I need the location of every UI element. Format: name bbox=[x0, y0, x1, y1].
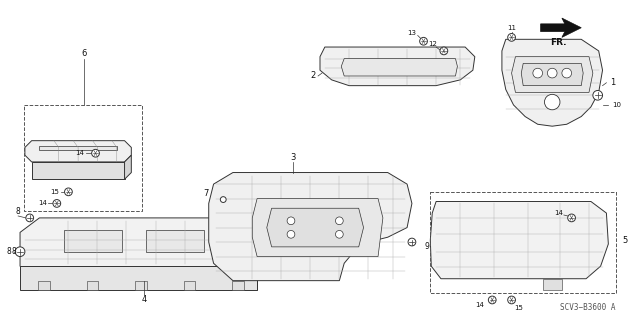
Circle shape bbox=[562, 68, 572, 78]
Polygon shape bbox=[232, 281, 244, 290]
Circle shape bbox=[508, 296, 515, 304]
Text: 14: 14 bbox=[76, 150, 84, 156]
Text: 1: 1 bbox=[611, 78, 616, 87]
Polygon shape bbox=[135, 281, 147, 290]
Polygon shape bbox=[252, 199, 383, 256]
Polygon shape bbox=[184, 281, 195, 290]
Circle shape bbox=[420, 37, 428, 45]
Circle shape bbox=[545, 94, 560, 110]
Circle shape bbox=[593, 91, 602, 100]
Circle shape bbox=[488, 296, 496, 304]
Circle shape bbox=[440, 47, 448, 55]
Text: 14: 14 bbox=[554, 210, 563, 216]
Polygon shape bbox=[209, 173, 412, 281]
Text: FR.: FR. bbox=[550, 38, 566, 47]
Polygon shape bbox=[146, 230, 204, 252]
Circle shape bbox=[568, 214, 575, 222]
Text: 15: 15 bbox=[514, 305, 523, 311]
Text: 8: 8 bbox=[16, 207, 20, 216]
Polygon shape bbox=[63, 230, 122, 252]
Polygon shape bbox=[521, 63, 583, 85]
Text: 13: 13 bbox=[408, 30, 417, 35]
Text: 14: 14 bbox=[476, 302, 484, 308]
Polygon shape bbox=[430, 202, 609, 279]
Polygon shape bbox=[31, 162, 125, 179]
Text: SCV3−B3600 A: SCV3−B3600 A bbox=[560, 303, 616, 312]
Polygon shape bbox=[87, 281, 99, 290]
Polygon shape bbox=[341, 59, 458, 76]
Circle shape bbox=[508, 33, 515, 41]
Circle shape bbox=[92, 149, 99, 157]
Polygon shape bbox=[40, 145, 117, 150]
Circle shape bbox=[335, 230, 343, 238]
Circle shape bbox=[15, 247, 25, 256]
Text: 12: 12 bbox=[428, 41, 436, 47]
Text: 7: 7 bbox=[203, 189, 209, 198]
Polygon shape bbox=[125, 155, 131, 179]
Polygon shape bbox=[543, 279, 562, 290]
Circle shape bbox=[287, 217, 295, 225]
Text: 8: 8 bbox=[12, 247, 17, 256]
Circle shape bbox=[287, 230, 295, 238]
Polygon shape bbox=[267, 208, 364, 247]
Circle shape bbox=[533, 68, 543, 78]
Text: 9: 9 bbox=[424, 242, 429, 251]
Polygon shape bbox=[38, 281, 50, 290]
Polygon shape bbox=[320, 47, 475, 85]
Text: 5: 5 bbox=[622, 236, 627, 245]
Text: 15: 15 bbox=[51, 189, 60, 195]
Text: 3: 3 bbox=[290, 152, 296, 162]
Text: 6: 6 bbox=[81, 49, 86, 58]
Text: 2: 2 bbox=[311, 71, 316, 80]
Circle shape bbox=[408, 238, 416, 246]
Circle shape bbox=[547, 68, 557, 78]
Circle shape bbox=[65, 188, 72, 196]
Text: 8: 8 bbox=[6, 247, 11, 256]
Text: 11: 11 bbox=[507, 25, 516, 31]
Circle shape bbox=[335, 217, 343, 225]
Polygon shape bbox=[20, 218, 257, 281]
Circle shape bbox=[220, 197, 226, 203]
Text: 4: 4 bbox=[141, 295, 147, 304]
Polygon shape bbox=[511, 57, 593, 93]
Circle shape bbox=[26, 214, 33, 222]
Polygon shape bbox=[20, 266, 257, 290]
Text: 14: 14 bbox=[38, 200, 47, 206]
Polygon shape bbox=[25, 141, 131, 162]
Circle shape bbox=[53, 200, 61, 207]
Polygon shape bbox=[541, 18, 581, 37]
Text: 10: 10 bbox=[612, 102, 621, 108]
Polygon shape bbox=[502, 39, 602, 126]
